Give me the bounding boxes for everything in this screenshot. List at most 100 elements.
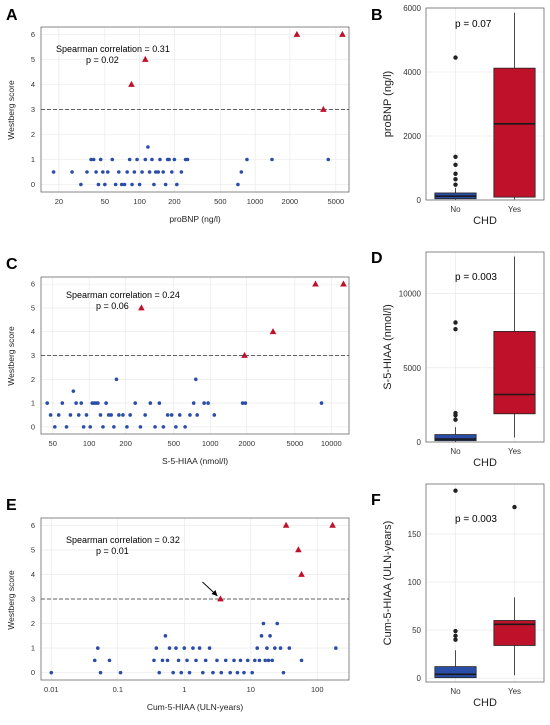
data-point	[130, 182, 134, 187]
data-point	[116, 170, 121, 174]
data-point	[236, 182, 240, 187]
data-point	[163, 182, 168, 187]
y-tick-label: 6000	[403, 4, 421, 13]
box-yes	[493, 12, 536, 200]
y-tick-label: 3	[31, 595, 35, 604]
data-point	[74, 401, 78, 405]
data-point	[245, 157, 249, 162]
outlier-point	[453, 154, 458, 159]
triangle-point	[128, 80, 135, 87]
outlier-point	[453, 177, 458, 182]
data-point	[143, 157, 148, 162]
panel-a: A 20 50 100 200 500 1000 2000 5000 0 1 2 3 4 5 6 proBNP …	[6, 7, 350, 224]
data-point	[167, 646, 172, 650]
y-tick-label: 0	[417, 674, 422, 683]
data-point	[148, 401, 153, 405]
y-tick-label: 6	[31, 521, 35, 530]
data-point	[182, 646, 187, 650]
data-point	[238, 658, 243, 663]
y-axis-label: S-5-HIAA (nmol/l)	[382, 304, 394, 390]
outlier-point	[453, 628, 458, 634]
data-point	[132, 170, 137, 174]
data-point	[106, 413, 111, 417]
data-point	[201, 670, 205, 675]
data-point	[232, 658, 236, 663]
x-tick-label: 5000	[327, 197, 344, 206]
y-tick-label: 5000	[403, 364, 421, 373]
data-point	[165, 658, 170, 663]
panel-d: D 0 5000 10000 No Yes CHD S-5-HIAA (nmol/l) p = …	[371, 250, 545, 469]
data-point	[197, 646, 202, 650]
box-yes	[493, 256, 536, 438]
data-point	[146, 145, 150, 149]
outlier-point	[453, 171, 458, 176]
data-point	[113, 182, 118, 187]
data-point	[125, 170, 129, 174]
data-point	[167, 157, 171, 162]
data-point	[96, 182, 101, 187]
data-point	[191, 646, 195, 650]
data-point	[250, 670, 254, 675]
outlier-point	[453, 326, 458, 332]
outlier-point	[453, 637, 458, 642]
data-point	[138, 425, 143, 429]
data-point	[263, 658, 268, 663]
data-point	[109, 413, 113, 417]
outlier-point	[453, 633, 458, 639]
data-point	[215, 658, 219, 663]
data-point	[202, 401, 206, 405]
data-point	[203, 658, 208, 663]
panel-letter: F	[371, 492, 381, 509]
outlier-point	[453, 320, 458, 325]
y-tick-label: 0	[31, 180, 35, 189]
data-point	[56, 413, 61, 417]
outlier-point	[453, 417, 458, 422]
data-point	[170, 170, 174, 174]
p-value-text: p = 0.07	[455, 19, 492, 30]
y-tick-label: 0	[417, 196, 422, 205]
y-tick-label: 3	[31, 105, 35, 114]
panel-letter: A	[6, 7, 18, 24]
data-point	[68, 413, 73, 417]
y-axis-label: Westberg score	[6, 80, 16, 140]
data-point	[207, 646, 212, 650]
data-point	[281, 670, 286, 675]
data-point	[91, 157, 96, 162]
data-point	[98, 670, 103, 675]
x-tick-label: 0.01	[44, 685, 59, 694]
y-tick-label: 3	[31, 351, 35, 360]
outlier-point	[453, 162, 458, 167]
triangle-point	[295, 546, 302, 553]
data-point	[125, 425, 129, 429]
x-axis-label: proBNP (ng/l)	[169, 214, 221, 224]
x-tick-label: 100	[83, 439, 96, 448]
data-point	[112, 425, 116, 429]
x-axis-label: CHD	[473, 457, 497, 469]
data-point	[51, 170, 56, 174]
data-point	[259, 634, 264, 638]
data-point	[137, 182, 142, 187]
box-iqr	[493, 67, 536, 198]
data-point	[103, 182, 107, 187]
data-point	[334, 646, 338, 650]
x-tick-label: 1	[182, 685, 186, 694]
data-point	[157, 401, 162, 405]
triangle-point	[138, 304, 145, 311]
data-point	[122, 182, 127, 187]
data-point	[270, 658, 275, 663]
y-tick-label: 2	[31, 619, 35, 628]
data-point	[242, 670, 246, 675]
x-axis-label: S-5-HIAA (nmol/l)	[162, 456, 228, 466]
data-point	[266, 658, 271, 663]
x-axis-label: Cum-5-HIAA (ULN-years)	[147, 702, 244, 712]
plot-frame	[425, 251, 545, 443]
data-point	[71, 389, 76, 393]
y-tick-label: 1	[31, 644, 35, 653]
data-point	[105, 170, 110, 174]
triangle-point	[217, 595, 224, 602]
arrow-head	[211, 590, 218, 596]
data-point	[191, 401, 196, 405]
data-point	[64, 425, 69, 429]
spearman-text: Spearman correlation = 0.24	[66, 290, 180, 300]
data-point	[79, 401, 84, 405]
